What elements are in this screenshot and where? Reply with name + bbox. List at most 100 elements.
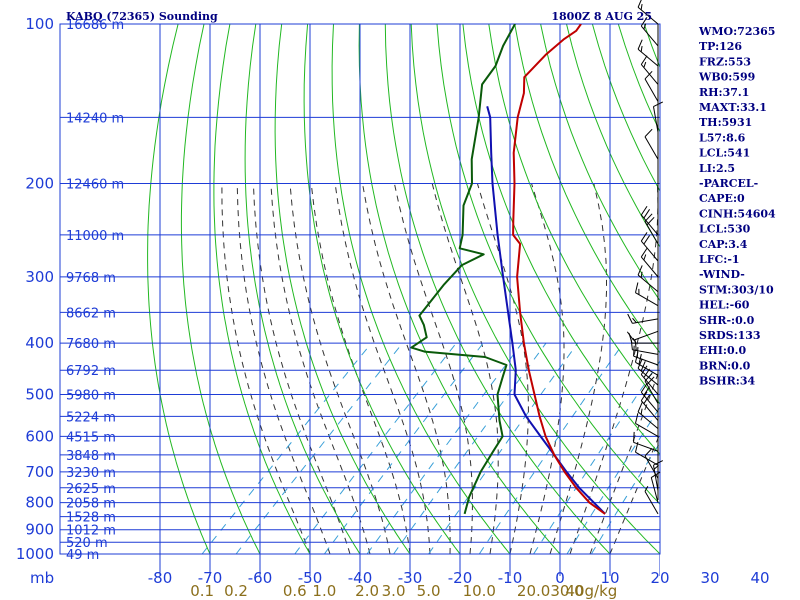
- parameter-item: LFC:-1: [699, 253, 740, 266]
- wind-barb-flag: [644, 70, 653, 80]
- height-label: 4515 m: [66, 430, 116, 445]
- parameter-item: WMO:72365: [698, 25, 775, 38]
- wind-barb-flag: [643, 254, 647, 261]
- wind-barb-staff: [633, 355, 659, 366]
- wind-barb-flag: [637, 0, 642, 8]
- parameter-item: MAXT:33.1: [699, 101, 767, 114]
- wind-barb-flag: [632, 317, 637, 323]
- wind-barb-flag: [653, 101, 664, 108]
- wind-barb-flag: [633, 345, 635, 357]
- wind-barb-staff: [633, 441, 659, 452]
- height-label: 16686 m: [66, 18, 124, 33]
- moist-adiabat: [529, 183, 565, 555]
- parameter-item: SHR-:0.0: [699, 314, 755, 327]
- temperature-tick-label: 0: [555, 569, 565, 587]
- wind-barb-staff: [632, 349, 659, 355]
- parameter-item: BRN:0.0: [699, 359, 751, 372]
- pressure-tick-label: 100: [25, 15, 54, 33]
- wind-barb-staff: [640, 374, 659, 395]
- isotherms: [159, 24, 660, 576]
- temperature-profile: [512, 24, 606, 515]
- temperature-tick-label: -20: [448, 569, 473, 587]
- height-label: 1012 m: [66, 524, 116, 539]
- height-label: 1528 m: [66, 511, 116, 526]
- wind-barb-flag: [637, 402, 643, 413]
- temperature-tick-label: 30: [700, 569, 719, 587]
- wind-barb-flag: [644, 486, 649, 492]
- wind-barb-flag: [640, 365, 648, 375]
- wind-barb-staff: [635, 361, 659, 376]
- height-label: 3848 m: [66, 449, 116, 464]
- pressure-tick-label: 200: [25, 175, 54, 193]
- mixing-ratio-label: 20.0: [517, 582, 550, 600]
- parameter-item: -WIND-: [699, 268, 745, 281]
- temperature-tick-label: -70: [198, 569, 223, 587]
- wind-barb-staff: [644, 455, 659, 479]
- parameter-panel: WMO:72365 TP:126 FRZ:553 WB0:599 RH:37.1 MAXT…: [698, 25, 776, 388]
- wind-barb-staff: [637, 367, 659, 386]
- pressure-tick-label: 700: [25, 463, 54, 481]
- mixing-ratio-label: 0.6: [283, 582, 307, 600]
- temperature-tick-label: -40: [348, 569, 373, 587]
- mixing-ratio-label: 0.1: [190, 582, 214, 600]
- wind-barb-staff: [640, 256, 659, 278]
- temperature-tick-label: -50: [298, 569, 323, 587]
- pressure-tick-label: 800: [25, 494, 54, 512]
- wind-barb-staff: [640, 240, 659, 262]
- height-label: 14240 m: [66, 111, 124, 126]
- temperature-tick-label: -30: [398, 569, 423, 587]
- wind-barb-staff: [640, 214, 659, 236]
- mixing-ratio-label: 5.0: [417, 582, 441, 600]
- wind-barb-flag: [643, 235, 651, 245]
- wind-barb-flag: [634, 282, 639, 293]
- wind-barb-staff: [635, 422, 659, 437]
- wind-barb-staff: [637, 411, 659, 429]
- wind-barb-staff: [633, 330, 659, 341]
- wind-barb-flag: [640, 271, 643, 278]
- pressure-unit-label: mb: [30, 569, 54, 587]
- mixing-ratio-label: 0.2: [224, 582, 248, 600]
- wind-barb-flag: [643, 23, 647, 30]
- wind-barb-staff: [632, 318, 659, 324]
- wind-barb-flag: [640, 232, 648, 242]
- wind-barb-flag: [644, 128, 653, 138]
- pressure-tick-label: 400: [25, 334, 54, 352]
- wind-barb-flag: [640, 361, 646, 372]
- wind-barb-staff: [635, 451, 659, 466]
- parameter-item: CAPE:0: [699, 192, 745, 205]
- height-label: 6792 m: [66, 364, 116, 379]
- wind-barb-staff: [640, 64, 659, 85]
- wind-barb-staff: [652, 106, 659, 133]
- wind-barb-staff: [635, 292, 659, 307]
- wind-barb-flag: [634, 413, 639, 424]
- parameter-item: SRDS:133: [699, 329, 761, 342]
- parameter-item: TH:5931: [699, 116, 752, 129]
- parameter-item: LCL:541: [699, 147, 750, 160]
- wind-barb-flag: [636, 347, 639, 358]
- temperature-tick-label: -80: [148, 569, 173, 587]
- height-label: 520 m: [66, 536, 108, 551]
- wind-barb-flag: [637, 358, 643, 369]
- temperature-tick-label: 40: [750, 569, 769, 587]
- wind-barb-staff: [644, 221, 659, 245]
- wind-barb-flag: [644, 447, 653, 457]
- parameter-item: RH:37.1: [699, 86, 749, 99]
- temperature-tick-label: 20: [650, 569, 669, 587]
- wind-barb-flag: [653, 464, 659, 470]
- wind-barb-staff: [650, 477, 659, 503]
- mixing-ratio-label: 30.0: [550, 582, 583, 600]
- height-label: 8662 m: [66, 306, 116, 321]
- moist-adiabat: [609, 432, 660, 555]
- plot-frame: [59, 23, 661, 555]
- height-label: 11000 m: [66, 229, 124, 244]
- temperature-tick-label: -60: [248, 569, 273, 587]
- wind-barbs: [626, 0, 664, 515]
- parameter-item: L57:8.6: [699, 131, 746, 144]
- wind-barb-flag: [640, 247, 648, 258]
- wind-barb-flag: [633, 431, 635, 443]
- parameter-item: LI:2.5: [699, 162, 735, 175]
- dewpoint-profile: [410, 24, 516, 515]
- wind-barb-flag: [626, 331, 634, 341]
